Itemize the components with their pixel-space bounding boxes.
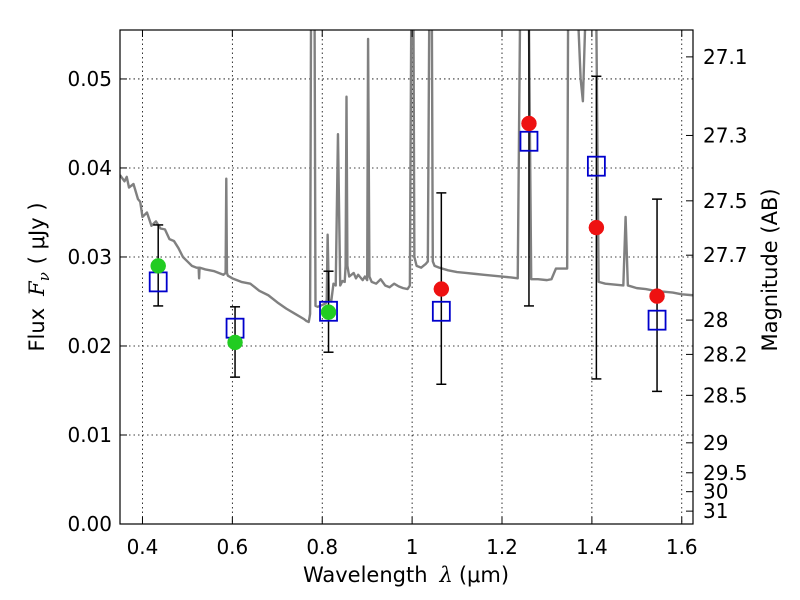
y2-tick-label: 30 — [703, 480, 728, 504]
x-tick-label: 1.2 — [486, 535, 518, 559]
x-tick-label: 0.6 — [216, 535, 248, 559]
y2-tick-label: 28.5 — [703, 383, 748, 407]
x-tick-labels: 0.4 0.6 0.8 1 1.2 1.4 1.6 — [127, 535, 698, 559]
observed-flux-point — [227, 334, 243, 351]
y2-tick-label: 29.5 — [703, 461, 748, 485]
x-axis-title: Wavelength λ (μm) — [303, 563, 509, 587]
x-tick-label: 0.8 — [306, 535, 338, 559]
y2-tick-label: 27.3 — [703, 123, 748, 147]
y-tick-label: 0.05 — [67, 67, 112, 91]
model-spectrum-line — [120, 30, 693, 324]
model-flux-square — [519, 130, 539, 152]
y-tick-label: 0.00 — [67, 512, 112, 536]
model-flux-square — [586, 155, 606, 177]
tick-marks — [120, 30, 693, 525]
observed-flux-point — [588, 219, 605, 236]
y2-tick-label: 27.1 — [703, 45, 748, 69]
y-tick-labels: 0.00 0.01 0.02 0.03 0.04 0.05 — [67, 67, 112, 536]
y2-tick-label: 29 — [703, 431, 728, 455]
observed-flux-point — [649, 288, 665, 304]
model-spectrum-layer — [120, 30, 693, 324]
x-tick-label: 1.6 — [666, 535, 698, 559]
y-axis-title: FluxFν( μJy ) — [25, 202, 53, 351]
y-tick-label: 0.01 — [67, 423, 112, 447]
y-tick-label: 0.02 — [67, 334, 112, 358]
y2-tick-label: 27.7 — [703, 243, 748, 267]
plot-frame — [119, 29, 694, 525]
y2-tick-label: 28.2 — [703, 342, 748, 366]
observed-flux-point — [433, 281, 450, 297]
y-tick-label: 0.04 — [67, 156, 112, 180]
x-tick-label: 0.4 — [127, 535, 159, 559]
observed-flux-point — [320, 304, 337, 320]
error-bar — [523, 30, 534, 307]
model-flux-square — [647, 309, 667, 331]
observed-flux-point — [521, 115, 537, 132]
x-tick-label: 1.4 — [576, 535, 608, 559]
observed-flux-point — [150, 258, 166, 274]
x-tick-label: 1 — [406, 535, 419, 559]
y-tick-label: 0.03 — [67, 245, 112, 269]
y2-tick-label: 28 — [703, 308, 728, 332]
y2-tick-label: 31 — [703, 499, 728, 523]
model-flux-square — [319, 300, 338, 322]
marker-layer — [148, 115, 667, 351]
model-flux-square — [431, 300, 451, 322]
y2-axis-title: Magnitude (AB) — [758, 188, 782, 351]
y2-tick-label: 27.5 — [703, 189, 748, 213]
